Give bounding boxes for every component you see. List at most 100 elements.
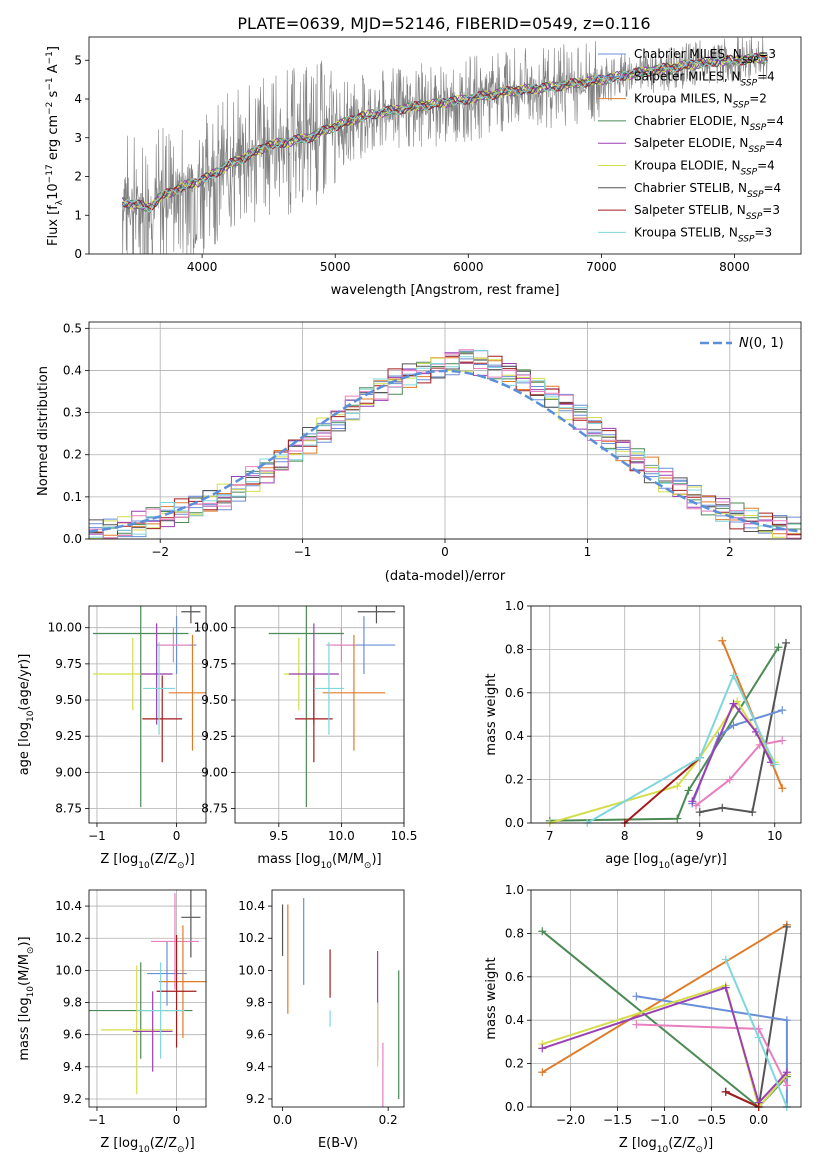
axes-frame [530,605,802,824]
weight-marker [782,1016,791,1025]
x-axis-label: Z [log10(Z/Z⊙)] [100,852,194,871]
y-tick-label: 0.5 [63,321,82,335]
weight-marker [748,808,757,817]
y-tick-label: 8.75 [55,802,82,816]
y-tick-label: 0.1 [63,490,82,504]
weight-marker [718,636,727,645]
y-tick-label: 10.00 [48,621,82,635]
y-axis-label: Normed distribution [36,366,51,496]
legend-label: Salpeter STELIB, NSSP=3 [634,203,780,222]
y-tick-label: 8.75 [201,802,228,816]
y-tick-label: 9.6 [246,1028,265,1042]
y-tick-label: 9.75 [55,657,82,671]
y-tick-label: 0.4 [505,1013,524,1027]
y-axis-label: Flux [fλ10−17 erg cm−2 s−1 A−1] [45,46,65,246]
y-tick-label: 0.2 [505,773,524,787]
x-axis-label: mass [log10(M/M⊙)] [257,852,381,871]
x-tick-label: −1.5 [603,1113,632,1127]
weight-series [549,646,780,822]
legend-label: Kroupa MILES, NSSP=2 [634,92,767,111]
x-tick-label: 10.5 [391,829,418,843]
y-tick-label: 0.8 [505,642,524,656]
y-tick-label: 1.0 [505,883,524,897]
y-tick-label: 9.8 [246,996,265,1010]
x-tick-label: −1.0 [650,1113,679,1127]
y-tick-label: 0.2 [63,448,82,462]
weight-marker [782,1081,791,1090]
weight-marker [632,1020,641,1029]
mass-vs-ebv-panel: 0.0 0.2 9.2 9.4 9.6 9.8 10.0 10.2 10.4 E(B-V) [238,889,405,1151]
y-tick-label: 0.0 [63,532,82,546]
axes-frame [88,889,207,1108]
x-tick-label: 9 [696,829,704,843]
weight-vs-Z-panel: −2.0 −1.5 −1.0 −0.5 0.0 0.0 0.2 0.4 0.6 0.8 1.0 Z [… [484,883,802,1155]
weight-marker [538,927,547,936]
weight-marker [778,784,787,793]
y-tick-label: 5 [74,53,82,67]
age-vs-mass-panel: 9.5 10.0 10.5 8.75 9.00 9.25 9.50 9.75 10.00 mass… [194,605,418,871]
y-tick-label: 0.6 [505,970,524,984]
x-tick-label: 10.0 [328,829,355,843]
weight-series [541,923,788,1074]
residuals-panel: −2 −1 0 1 2 0.0 0.1 0.2 0.3 0.4 0.5 N(0, 1) (data-mo… [36,321,802,584]
axes-frame [88,36,802,255]
weight-series [725,1090,760,1107]
weight-marker [695,808,704,817]
x-tick-label: 10 [767,829,782,843]
x-tick-label: −1 [88,829,106,843]
y-tick-label: 0.3 [63,406,82,420]
axes-frame [530,889,802,1108]
y-tick-label: 9.00 [201,765,228,779]
y-tick-label: 2 [74,170,82,184]
axes-frame [88,321,802,540]
legend-label: Kroupa STELIB, NSSP=3 [634,225,772,244]
weight-marker [538,1044,547,1053]
weight-series [699,642,787,814]
y-tick-label: 10.4 [238,899,265,913]
y-tick-label: 10.4 [55,899,82,913]
y-tick-label: 9.8 [63,996,82,1010]
axes-frame [234,605,405,824]
y-tick-label: 9.75 [201,657,228,671]
weight-series [586,672,776,823]
axes-frame [271,889,405,1108]
y-tick-label: 1.0 [505,599,524,613]
weight-series [695,739,783,807]
spectrum-panel: 4000 5000 6000 7000 8000 0 1 2 3 4 5 Chabrier MILES… [45,36,802,298]
y-tick-label: 0.0 [505,1100,524,1114]
x-axis-label: E(B-V) [318,1136,358,1151]
weight-series [541,986,788,1105]
y-tick-label: 1 [74,208,82,222]
legend-label: Kroupa ELODIE, NSSP=4 [634,159,775,178]
y-tick-label: 10.0 [238,963,265,977]
x-tick-label: −0.5 [697,1113,726,1127]
weight-marker [632,992,641,1001]
weight-series [624,757,701,823]
x-axis-label: Z [log10(Z/Z⊙)] [100,1136,194,1155]
weight-marker [721,955,730,964]
x-axis-label: Z [log10(Z/Z⊙)] [619,1136,713,1155]
x-tick-label: 6000 [453,260,484,274]
x-axis-label: age [log10(age/yr)] [605,852,727,871]
y-tick-label: 10.2 [238,931,265,945]
weight-marker [778,736,787,745]
y-tick-label: 9.50 [201,693,228,707]
y-tick-label: 9.2 [246,1092,265,1106]
x-tick-label: 7000 [586,260,617,274]
x-tick-label: −2.0 [556,1113,585,1127]
x-tick-label: 7 [546,829,554,843]
x-tick-label: 5000 [320,260,351,274]
legend-label: Salpeter ELODIE, NSSP=4 [634,136,783,155]
x-tick-label: 0.0 [273,1113,292,1127]
x-tick-label: 0 [173,1113,181,1127]
y-tick-label: 0.6 [505,686,524,700]
y-tick-label: 0.4 [63,363,82,377]
weight-series [691,701,772,802]
weight-marker [721,1087,730,1096]
y-tick-label: 0.4 [505,729,524,743]
x-tick-label: 0.2 [379,1113,398,1127]
x-axis-label: wavelength [Angstrom, rest frame] [331,283,560,298]
y-tick-label: 10.00 [194,621,228,635]
